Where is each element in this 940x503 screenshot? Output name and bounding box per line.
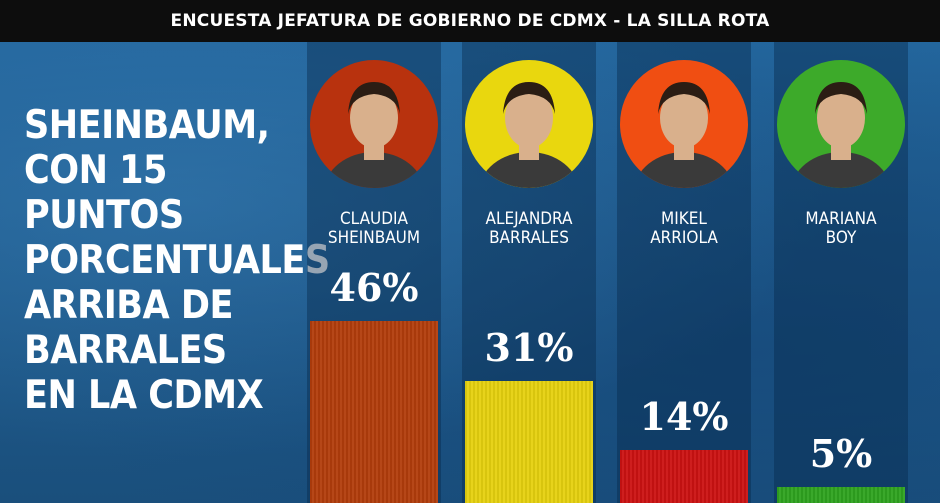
bar-mikel-arriola xyxy=(620,450,748,503)
header-bar: ENCUESTA JEFATURA DE GOBIERNO DE CDMX - … xyxy=(0,0,940,42)
bar-mariana-boy xyxy=(777,486,905,503)
value-label-mikel-arriola: 14% xyxy=(639,394,729,440)
candidate-photo-mariana-boy xyxy=(777,60,905,188)
headline: SHEINBAUM, CON 15 PUNTOS PORCENTUALES AR… xyxy=(24,103,330,418)
value-label-mariana-boy: 5% xyxy=(809,430,873,476)
bar-alejandra-barrales xyxy=(465,381,593,503)
candidate-photo-claudia-sheinbaum xyxy=(310,60,438,188)
candidate-photo-mikel-arriola xyxy=(620,60,748,188)
value-label-alejandra-barrales: 31% xyxy=(484,325,574,371)
candidate-name-claudia-sheinbaum: CLAUDIA SHEINBAUM xyxy=(327,209,421,248)
bar-claudia-sheinbaum xyxy=(310,320,438,503)
value-label-claudia-sheinbaum: 46% xyxy=(329,264,419,310)
candidate-name-mariana-boy: MARIANA BOY xyxy=(805,209,877,248)
candidate-photo-alejandra-barrales xyxy=(465,60,593,188)
candidate-name-alejandra-barrales: ALEJANDRA BARRALES xyxy=(485,209,573,248)
candidate-name-mikel-arriola: MIKEL ARRIOLA xyxy=(650,209,718,248)
header-title: ENCUESTA JEFATURA DE GOBIERNO DE CDMX - … xyxy=(170,11,770,31)
